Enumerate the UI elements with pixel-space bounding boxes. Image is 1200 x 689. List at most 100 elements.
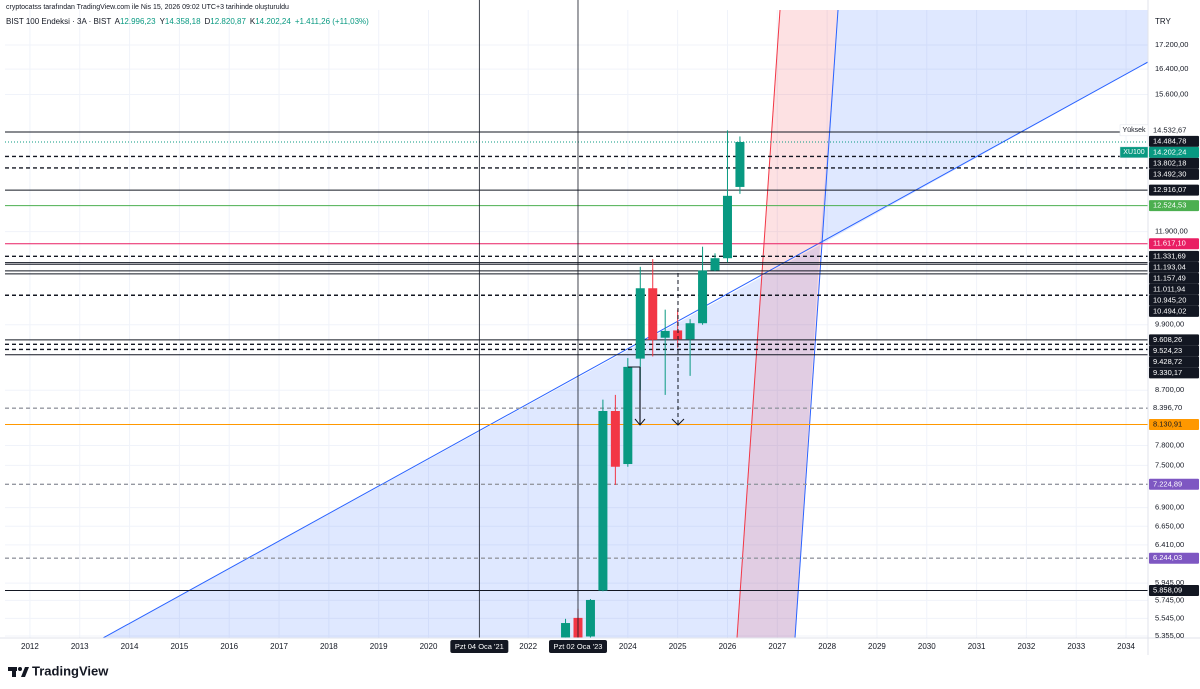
price-label-name: Yüksek bbox=[1123, 127, 1146, 134]
price-label-bg bbox=[1149, 294, 1199, 306]
ohlc-value: 14.358,18 bbox=[165, 17, 201, 26]
price-label: 8.130,91 bbox=[1153, 419, 1182, 428]
price-label: 11.193,04 bbox=[1153, 262, 1186, 271]
markers: Pzt 04 Oca '21 Pzt 02 Oca '23 bbox=[450, 0, 607, 653]
logo bbox=[8, 667, 29, 677]
y-tick-label: 8.700,00 bbox=[1155, 385, 1184, 394]
price-label-bg bbox=[1149, 272, 1199, 284]
price-label-name-bg bbox=[1119, 124, 1149, 137]
price-label-bg bbox=[1149, 367, 1199, 379]
ohlc-value: 12.820,87 bbox=[210, 17, 246, 26]
price-label: 5.858,09 bbox=[1153, 586, 1182, 595]
candle-body bbox=[722, 195, 732, 259]
price-label-bg bbox=[1149, 305, 1199, 317]
x-tick-label: 2014 bbox=[121, 642, 139, 651]
x-tick-label: 2028 bbox=[818, 642, 836, 651]
channel-fill bbox=[820, 10, 1148, 245]
price-label-bg bbox=[1149, 184, 1199, 196]
marker-label: Pzt 02 Oca '23 bbox=[554, 642, 603, 651]
x-tick-label: 2030 bbox=[918, 642, 936, 651]
x-tick-label: 2031 bbox=[968, 642, 986, 651]
x-tick-label: 2015 bbox=[170, 642, 188, 651]
credit: cryptocatss tarafından TradingView.com i… bbox=[6, 4, 289, 11]
channel-fill bbox=[737, 10, 838, 638]
price-label-bg bbox=[1149, 356, 1199, 368]
header: BIST 100 Endeksi · 3A · BIST A12.996,23 Y1… bbox=[6, 17, 369, 26]
price-label: 14.532,67 bbox=[1153, 125, 1186, 134]
price-label-bg bbox=[1149, 250, 1199, 262]
price-label: 13.802,18 bbox=[1153, 158, 1186, 167]
candle-body bbox=[561, 623, 571, 638]
x-tick-label: 2034 bbox=[1117, 642, 1135, 651]
y-tick-label: 7.500,00 bbox=[1155, 460, 1184, 469]
price-label: 10.945,20 bbox=[1153, 295, 1186, 304]
price-label-bg bbox=[1149, 418, 1199, 430]
candle-body bbox=[648, 288, 658, 340]
candles bbox=[561, 130, 745, 638]
y-tick-label: 7.800,00 bbox=[1155, 441, 1184, 450]
marker-label-bg bbox=[450, 640, 509, 653]
x-tick-label: 2016 bbox=[220, 642, 238, 651]
levels bbox=[5, 131, 1148, 592]
y-tick-label: 16.400,00 bbox=[1155, 64, 1188, 73]
x-tick-label: 2026 bbox=[719, 642, 737, 651]
price-label-bg bbox=[1149, 261, 1199, 273]
y-tick-label: 17.200,00 bbox=[1155, 40, 1188, 49]
price-label-bg bbox=[1149, 402, 1199, 414]
price-label: 14.484,78 bbox=[1153, 136, 1186, 145]
price-label-bg bbox=[1149, 345, 1199, 357]
price-label: 9.428,72 bbox=[1153, 357, 1182, 366]
price-label: 11.617,10 bbox=[1153, 239, 1186, 248]
price-label: 6.244,03 bbox=[1153, 553, 1182, 562]
y-tick-label: 6.410,00 bbox=[1155, 540, 1184, 549]
x-tick-label: 2017 bbox=[270, 642, 288, 651]
x-tick-label: 2022 bbox=[519, 642, 537, 651]
price-label-bg bbox=[1149, 157, 1199, 169]
ohlc-key: A bbox=[115, 17, 121, 26]
symbol: BIST 100 Endeksi · 3A · BIST bbox=[6, 17, 111, 26]
candle-body bbox=[710, 258, 720, 271]
x-tick-label: 2018 bbox=[320, 642, 338, 651]
price-label-bg bbox=[1149, 168, 1199, 180]
candle-body bbox=[673, 330, 683, 340]
footer bbox=[0, 655, 1200, 689]
arrows bbox=[628, 273, 685, 426]
x-tick-label: 2024 bbox=[619, 642, 637, 651]
price-label: 11.011,94 bbox=[1153, 284, 1185, 293]
trend-line bbox=[794, 10, 839, 638]
y-tick-label: 5.945,00 bbox=[1155, 578, 1184, 587]
price-label: 12.524,53 bbox=[1153, 201, 1186, 210]
y-tick-label: 11.900,00 bbox=[1155, 227, 1188, 236]
axes: 17.200,00 16.400,00 15.600,00 11.900,00 9.90… bbox=[21, 40, 1188, 651]
ohlc-value: 12.996,23 bbox=[120, 17, 156, 26]
candle-body bbox=[585, 599, 595, 637]
trend-line bbox=[102, 61, 1148, 638]
price-label-bg bbox=[1149, 283, 1199, 295]
candle-body bbox=[698, 270, 708, 324]
y-tick-label: 6.650,00 bbox=[1155, 521, 1184, 530]
x-tick-label: 2029 bbox=[868, 642, 886, 651]
x-tick-label: 2019 bbox=[370, 642, 388, 651]
candle-body bbox=[660, 330, 670, 338]
trend-line bbox=[736, 10, 781, 638]
price-label: 9.330,17 bbox=[1153, 368, 1182, 377]
y-tick-label: 5.355,00 bbox=[1155, 631, 1184, 640]
y-tick-label: 5.745,00 bbox=[1155, 595, 1184, 604]
x-tick-label: 2032 bbox=[1018, 642, 1036, 651]
price-label-bg bbox=[1149, 146, 1199, 158]
x-tick-label: 2020 bbox=[420, 642, 438, 651]
price-labels: 14.532,67Yüksek14.484,7814.202,24XU1002M… bbox=[1119, 124, 1199, 597]
price-label: 7.224,89 bbox=[1153, 479, 1182, 488]
change: +1.411,26 (+11,03%) bbox=[295, 17, 369, 26]
y-tick-label: 5.545,00 bbox=[1155, 613, 1184, 622]
marker-label: Pzt 04 Oca '21 bbox=[455, 642, 504, 651]
x-tick-label: 2025 bbox=[669, 642, 687, 651]
x-tick-label: 2012 bbox=[21, 642, 39, 651]
candle-body bbox=[598, 411, 608, 591]
price-label-bg bbox=[1149, 238, 1199, 250]
y-tick-label: 6.900,00 bbox=[1155, 503, 1184, 512]
price-label: 11.331,69 bbox=[1153, 251, 1186, 260]
marker-label-bg bbox=[548, 640, 607, 653]
price-label: 9.608,26 bbox=[1153, 335, 1182, 344]
